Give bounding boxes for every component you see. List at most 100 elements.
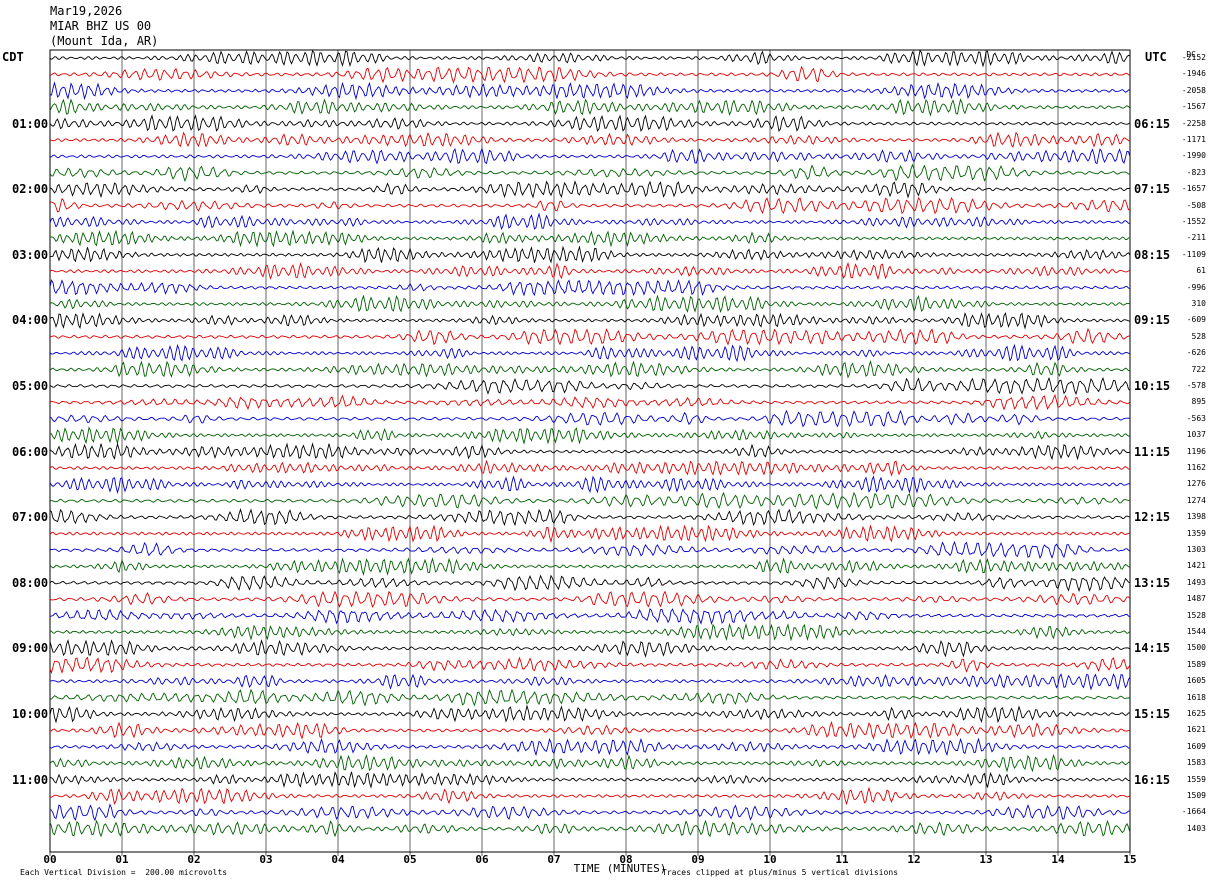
x-tick-label: 01 [115,853,129,866]
dc-value: -578 [1186,381,1206,390]
trace-41 [49,704,1130,724]
dc-value: 1589 [1186,659,1206,669]
right-time-label: 08:15 [1134,247,1171,262]
right-time-label: 14:15 [1134,641,1171,656]
x-tick-label: 06 [475,853,489,866]
trace-40 [49,688,1131,707]
trace-35 [49,607,1131,625]
trace-32 [49,557,1131,576]
dc-value: 528 [1191,331,1206,341]
trace-8 [49,163,1131,183]
right-time-label: 10:15 [1134,379,1171,393]
trace-34 [49,590,1131,608]
dc-value: -609 [1186,315,1206,325]
scale-note: Each Vertical Division = 200.00 microvol… [20,868,228,877]
dc-value: -1990 [1181,151,1206,161]
left-time-label: 02:00 [12,182,49,197]
dc-value: 722 [1191,364,1206,374]
left-time-label: 09:00 [12,641,49,656]
dc-value: 1618 [1186,692,1206,702]
dc-value: 310 [1191,299,1206,308]
x-tick-label: 03 [259,853,273,866]
trace-23 [49,409,1131,428]
x-tick-label: 09 [691,853,705,866]
dc-value: 1528 [1186,610,1206,620]
x-tick-label: 04 [331,853,345,866]
dc-value: 1625 [1186,709,1206,718]
dc-value: -1552 [1181,217,1206,226]
right-time-label: 11:15 [1134,444,1171,459]
trace-29 [49,507,1131,527]
dc-value: -1657 [1181,184,1206,194]
right-time-label: 15:15 [1134,707,1171,721]
dc-value: 1303 [1186,545,1206,554]
dc-value: -211 [1186,233,1206,243]
dc-value: -2258 [1181,118,1206,128]
trace-38 [49,656,1131,675]
dc-value: -996 [1186,282,1206,292]
trace-31 [49,540,1131,559]
dc-value: -823 [1186,167,1206,177]
trace-42 [49,720,1131,740]
trace-48 [49,819,1131,838]
dc-value: 1493 [1186,577,1206,587]
trace-26 [49,459,1130,477]
trace-12 [49,229,1131,248]
chart-location: (Mount Ida, AR) [50,34,159,48]
left-time-label: 08:00 [12,575,49,590]
dc-value: 61 [1196,266,1206,276]
left-time-label: 06:00 [12,444,49,459]
dc-value: -508 [1186,200,1206,210]
x-tick-label: 07 [547,853,561,866]
right-time-label: 16:15 [1134,772,1171,787]
trace-20 [49,360,1131,379]
dc-value: 1037 [1186,430,1206,440]
right-timezone-label: UTC [1145,50,1167,64]
dc-value: 1276 [1186,479,1206,489]
trace-33 [49,574,1131,593]
trace-28 [49,491,1131,510]
dc-value: 1500 [1186,643,1206,653]
x-tick-label: 05 [403,853,417,866]
left-time-label: 07:00 [12,510,49,525]
dc-value: 1559 [1186,774,1206,784]
dc-value: 1398 [1186,512,1206,522]
trace-5 [49,114,1131,133]
trace-6 [49,131,1131,149]
trace-39 [49,672,1131,691]
x-tick-label: 10 [763,853,777,866]
trace-19 [49,343,1131,363]
trace-3 [49,81,1131,101]
x-tick-label: 02 [187,853,201,866]
x-tick-label: 11 [835,853,849,866]
dc-value: -2152 [1181,53,1206,62]
trace-2 [49,65,1131,84]
right-time-label: 12:15 [1134,510,1171,525]
x-axis-title: TIME (MINUTES) [573,862,667,875]
trace-4 [49,98,1131,117]
dc-value: -1171 [1181,135,1206,144]
left-time-label: 03:00 [12,247,49,262]
dc-value: 1359 [1186,528,1206,538]
clip-note: Traces clipped at plus/minus 5 vertical … [662,868,899,877]
chart-date: Mar19,2026 [50,4,123,18]
right-time-label: 06:15 [1134,116,1171,131]
trace-44 [49,753,1131,773]
trace-7 [49,147,1131,165]
x-tick-label: 12 [907,853,921,866]
dc-value: 895 [1191,397,1206,407]
trace-27 [49,475,1131,495]
trace-24 [49,426,1131,445]
trace-14 [49,261,1131,281]
dc-value: 1162 [1186,463,1206,472]
trace-22 [49,393,1131,411]
dc-value: 1621 [1186,725,1206,735]
dc-value: -1664 [1181,807,1206,817]
dc-label: DC [1186,50,1196,59]
right-time-label: 13:15 [1134,575,1171,590]
trace-9 [49,180,1131,199]
trace-18 [49,327,1131,346]
trace-43 [49,737,1131,757]
dc-value: -2058 [1181,85,1206,95]
x-tick-label: 08 [619,853,633,866]
